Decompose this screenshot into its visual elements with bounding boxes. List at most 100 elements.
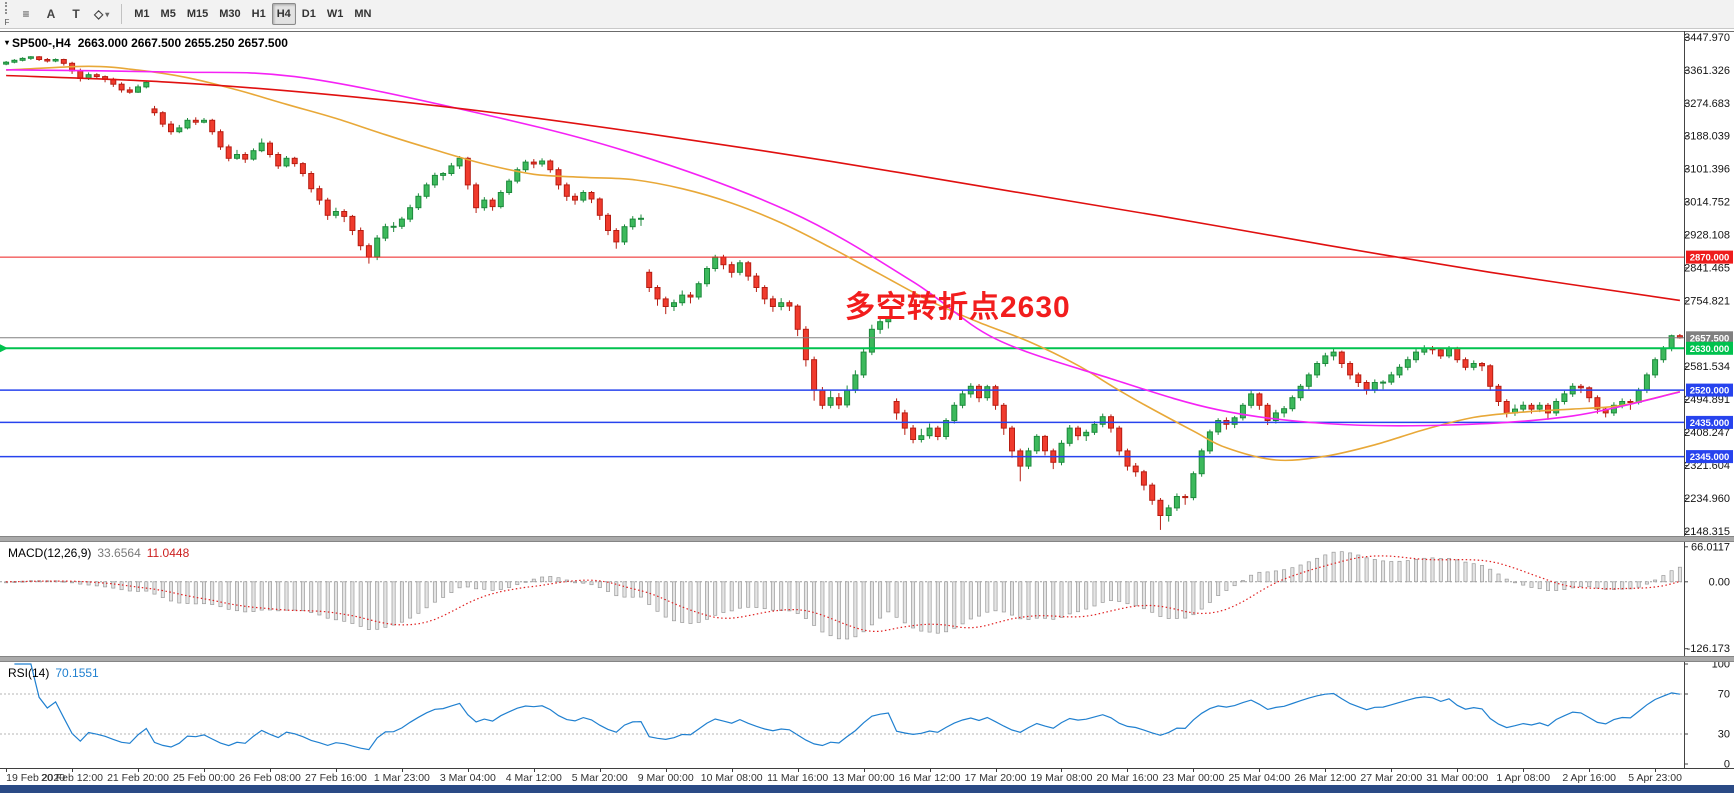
time-label: 17 Mar 20:00	[964, 772, 1027, 784]
time-tick	[1127, 769, 1129, 772]
macd-signal-value: 11.0448	[146, 546, 190, 560]
price-tick-label: 3101.396	[1684, 164, 1730, 176]
timeframe-mn-button[interactable]: MN	[349, 3, 376, 25]
time-label: 21 Feb 20:00	[107, 772, 169, 784]
price-tick-label: 2581.534	[1684, 361, 1730, 373]
ma-mid-line	[6, 69, 1681, 427]
time-tick	[204, 769, 205, 772]
time-tick	[401, 769, 403, 772]
macd-axis-label: 0.00	[1709, 576, 1730, 588]
svg-text:2345.000: 2345.000	[1690, 452, 1730, 463]
macd-label: MACD(12,26,9)	[8, 546, 92, 560]
shapes-tool-button[interactable]: ◇ ▾	[89, 3, 114, 25]
rsi-axis-label: 0	[1724, 759, 1730, 769]
time-tick	[467, 769, 469, 772]
time-tick	[1457, 769, 1459, 772]
price-tick-label: 2148.315	[1684, 526, 1730, 536]
time-tick	[797, 769, 799, 772]
time-label: 4 Mar 12:00	[505, 772, 562, 784]
panel-separator-rsi[interactable]	[0, 656, 1734, 662]
time-label: 20 Mar 16:00	[1096, 772, 1159, 784]
svg-text:2657.500: 2657.500	[1690, 333, 1730, 344]
annotation-tool-button[interactable]: T	[64, 3, 88, 25]
macd-header: MACD(12,26,9) 33.6564 11.0448	[8, 546, 195, 560]
timeframe-buttons-group: M1 M5 M15 M30 H1 H4 D1 W1 MN	[129, 3, 376, 25]
time-tick	[995, 769, 997, 772]
timeframe-h4-button[interactable]: H4	[271, 3, 296, 25]
price-tick-label: 2928.108	[1684, 230, 1730, 242]
price-tick-label: 3014.752	[1684, 197, 1730, 209]
time-label: 26 Feb 08:00	[239, 772, 301, 784]
toolbar-separator	[121, 4, 123, 24]
lines-tool-button[interactable]: ≡	[14, 3, 38, 25]
timeframe-m5-button[interactable]: M5	[156, 3, 181, 25]
price-tick-label: 2754.821	[1684, 295, 1730, 307]
macd-axis-label: 66.0117	[1691, 542, 1730, 553]
time-label: 16 Mar 12:00	[898, 772, 961, 784]
time-label: 1 Mar 23:00	[373, 772, 430, 784]
chart-dropdown-icon[interactable]: ▾	[5, 38, 10, 47]
time-tick	[72, 769, 74, 772]
time-label: 3 Mar 04:00	[439, 772, 496, 784]
time-label: 13 Mar 00:00	[832, 772, 895, 784]
time-label: 19 Feb 2020	[6, 772, 66, 784]
time-label: 19 Mar 08:00	[1030, 772, 1093, 784]
line-start-marker	[0, 344, 8, 353]
timeframe-w1-button[interactable]: W1	[322, 3, 349, 25]
svg-text:2630.000: 2630.000	[1690, 344, 1730, 355]
annotation-text[interactable]: 多空转折点2630	[845, 291, 1071, 324]
time-tick	[6, 769, 8, 772]
toolbar-drag-handle[interactable]: F	[2, 1, 12, 27]
time-tick	[533, 769, 535, 772]
time-tick	[269, 769, 271, 772]
price-tick-label: 3361.326	[1684, 65, 1730, 77]
time-tick	[1259, 769, 1261, 772]
time-tick	[599, 769, 601, 772]
time-axis[interactable]: 19 Feb 2020 20 Feb 12:00 21 Feb 20:00 25 Fe…	[0, 768, 1734, 785]
time-tick	[1061, 769, 1063, 772]
macd-indicator-panel[interactable]: 66.0117 0.00 -126.173	[0, 542, 1734, 656]
ma-slow-line	[6, 74, 1681, 302]
price-tick-label: 2494.891	[1684, 394, 1730, 406]
price-line-badge: 2630.000	[1686, 341, 1733, 355]
chart-symbol-label: SP500-,H4	[12, 36, 71, 50]
timeframe-m1-button[interactable]: M1	[129, 3, 154, 25]
toolbar: F ≡ A T ◇ ▾ M1 M5 M15 M30 H1 H4 D1 W1 MN	[0, 0, 1734, 29]
time-tick	[1523, 769, 1525, 772]
time-label: 27 Mar 20:00	[1360, 772, 1423, 784]
svg-text:2870.000: 2870.000	[1690, 253, 1730, 264]
time-tick	[1391, 769, 1393, 772]
price-tick-label: 3447.970	[1684, 32, 1730, 44]
price-tick-label: 2841.465	[1684, 262, 1730, 274]
timeframe-h1-button[interactable]: H1	[247, 3, 271, 25]
candles-layer	[3, 56, 1683, 530]
bottom-scroll-strip	[0, 785, 1734, 793]
rsi-axis-label: 30	[1718, 729, 1730, 741]
panel-separator-macd[interactable]	[0, 536, 1734, 542]
time-label: 25 Mar 04:00	[1228, 772, 1291, 784]
horizontal-levels-layer	[0, 256, 1684, 458]
time-label: 5 Apr 23:00	[1628, 772, 1682, 784]
main-price-chart[interactable]: 3447.970 3361.326 3274.683 3188.039 3101.396…	[0, 31, 1734, 536]
time-tick	[665, 769, 667, 772]
time-label: 31 Mar 00:00	[1426, 772, 1489, 784]
price-tick-label: 2408.247	[1684, 427, 1730, 439]
time-label: 11 Mar 16:00	[767, 772, 829, 784]
timeframe-d1-button[interactable]: D1	[297, 3, 321, 25]
time-tick	[731, 769, 733, 772]
timeframe-m15-button[interactable]: M15	[182, 3, 213, 25]
chart-title: ▾ SP500-,H4 2663.000 2667.500 2655.250 265…	[5, 36, 288, 50]
price-line-badge: 2435.000	[1686, 415, 1733, 429]
time-tick	[929, 769, 931, 772]
price-tick-label: 3274.683	[1684, 98, 1730, 110]
rsi-axis-label: 70	[1718, 689, 1730, 701]
ma-fast-line	[6, 65, 1681, 462]
rsi-axis-label: 100	[1712, 662, 1730, 671]
time-label: 5 Mar 20:00	[571, 772, 628, 784]
timeframe-m30-button[interactable]: M30	[214, 3, 245, 25]
rsi-indicator-panel[interactable]: 100 70 30 0	[0, 662, 1734, 768]
price-line-badge: 2657.500	[1686, 331, 1733, 345]
rsi-line	[14, 663, 1680, 751]
text-label-tool-button[interactable]: A	[39, 3, 63, 25]
time-tick	[138, 769, 140, 772]
